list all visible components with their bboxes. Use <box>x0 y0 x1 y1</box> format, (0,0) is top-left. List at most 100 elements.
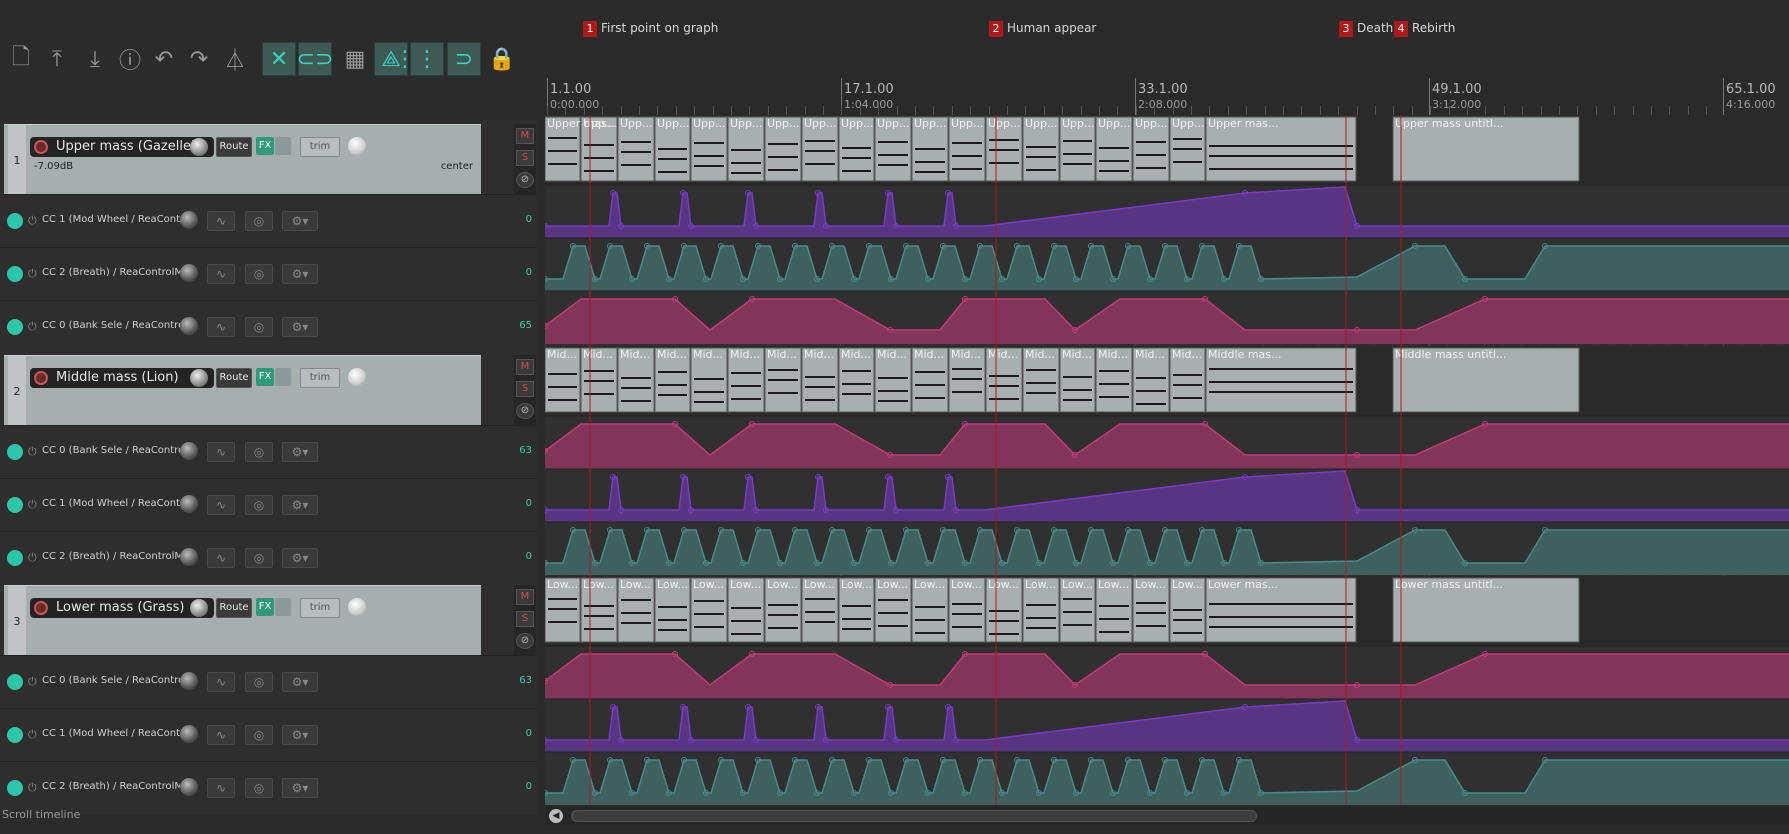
envelope-point[interactable] <box>1162 243 1168 249</box>
envelope-lane-header[interactable]: ⏻ CC 1 (Mod Wheel / ReaControlMIDI) ∿ ◎ … <box>0 478 537 532</box>
midi-item[interactable] <box>838 577 875 643</box>
midi-item-label[interactable]: Low... <box>804 578 835 591</box>
envelope-name[interactable]: CC 1 (Mod Wheel / ReaControlMIDI) <box>42 728 180 739</box>
track-header[interactable]: 3 Lower mass (Grass) Route FX trim <box>4 585 481 656</box>
envelope-active-icon[interactable] <box>7 266 23 282</box>
envelope-point[interactable] <box>545 790 548 796</box>
envelope-point[interactable] <box>1110 560 1116 566</box>
marker-label[interactable]: First point on graph <box>601 21 719 35</box>
envelope-point[interactable] <box>755 243 761 249</box>
envelope-point[interactable] <box>866 243 872 249</box>
envelope-point[interactable] <box>607 757 613 763</box>
midi-item[interactable] <box>874 577 912 643</box>
pan-knob[interactable] <box>348 598 366 616</box>
envelope-lane-header[interactable]: ⏻ CC 0 (Bank Sele / ReaControlMIDI ∿ ◎ ⚙… <box>0 425 537 479</box>
midi-item[interactable] <box>580 577 618 643</box>
midi-item-label[interactable]: Low... <box>730 578 761 591</box>
envelope-point[interactable] <box>925 560 931 566</box>
envelope-point[interactable] <box>962 560 968 566</box>
download-icon[interactable]: ⤓ <box>90 46 100 72</box>
midi-item[interactable] <box>727 577 765 643</box>
envelope-point[interactable] <box>680 704 686 710</box>
envelope-settings-icon[interactable]: ⚙▾ <box>282 672 318 692</box>
record-arm-icon[interactable] <box>34 371 48 385</box>
pan-knob[interactable] <box>348 368 366 386</box>
midi-item-label[interactable]: Mid... <box>1172 348 1202 361</box>
envelope-point[interactable] <box>681 243 687 249</box>
midi-item[interactable] <box>1205 347 1357 413</box>
envelope-point[interactable] <box>680 474 686 480</box>
mute-button[interactable]: M <box>516 589 534 605</box>
envelope-line[interactable] <box>545 529 1789 564</box>
midi-item[interactable] <box>617 577 655 643</box>
envelope-point[interactable] <box>680 190 686 196</box>
envelope-mode-icon[interactable]: ◎ <box>245 442 273 462</box>
envelope-bypass-icon[interactable]: ⏻ <box>28 214 37 227</box>
envelope-shape-icon[interactable]: ∿ <box>207 495 235 515</box>
envelope-point[interactable] <box>1199 243 1205 249</box>
envelope-point[interactable] <box>893 737 899 743</box>
envelope-point[interactable] <box>903 243 909 249</box>
marker-flag[interactable]: 1 <box>583 21 597 37</box>
envelope-line[interactable] <box>545 423 1789 456</box>
envelope-point[interactable] <box>753 223 759 229</box>
envelope-point[interactable] <box>888 790 894 796</box>
track-name[interactable]: Lower mass (Grass) <box>30 598 214 618</box>
midi-item-label[interactable]: Middle mas... <box>1208 348 1282 361</box>
midi-item[interactable] <box>911 577 949 643</box>
envelope-point[interactable] <box>962 276 968 282</box>
midi-item[interactable] <box>690 577 728 643</box>
midi-item[interactable] <box>1059 577 1096 643</box>
phase-button[interactable]: ⊘ <box>516 172 534 188</box>
envelope-point[interactable] <box>888 560 894 566</box>
envelope-point[interactable] <box>1412 757 1418 763</box>
midi-item-label[interactable]: Mid... <box>657 348 687 361</box>
midi-item-label[interactable]: Upp... <box>1098 117 1131 130</box>
envelope-active-icon[interactable] <box>7 780 23 796</box>
envelope-shape-icon[interactable]: ∿ <box>207 442 235 462</box>
midi-item-label[interactable]: Mid... <box>730 348 760 361</box>
envelope-point[interactable] <box>1354 682 1360 688</box>
envelope-point[interactable] <box>815 704 821 710</box>
route-button[interactable]: Route <box>216 137 252 157</box>
snap-icon[interactable]: ⊃ <box>447 42 481 76</box>
envelope-value-knob[interactable] <box>180 495 198 513</box>
envelope-point[interactable] <box>1462 276 1468 282</box>
midi-item-label[interactable]: Middle mass untitl... <box>1395 348 1506 361</box>
envelope-point[interactable] <box>1354 507 1360 513</box>
envelope-mode-icon[interactable]: ◎ <box>245 495 273 515</box>
envelope-point[interactable] <box>749 421 755 427</box>
track-number[interactable]: 1 <box>8 125 26 195</box>
envelope-point[interactable] <box>545 323 548 329</box>
envelope-point[interactable] <box>887 682 893 688</box>
envelope-name[interactable]: CC 1 (Mod Wheel / ReaControlMIDI) <box>42 214 180 225</box>
envelope-line[interactable] <box>545 653 1789 686</box>
envelope-point[interactable] <box>629 276 635 282</box>
midi-item-label[interactable]: Low... <box>951 578 982 591</box>
envelope-settings-icon[interactable]: ⚙▾ <box>282 442 318 462</box>
midi-item-label[interactable]: Upp... <box>914 117 947 130</box>
envelope-point[interactable] <box>644 757 650 763</box>
midi-item[interactable] <box>1059 347 1096 413</box>
track-header[interactable]: 1 Upper mass (Gazelle) Route FX trim -7.… <box>4 124 481 195</box>
trim-button[interactable]: trim <box>300 598 340 618</box>
envelope-point[interactable] <box>1088 527 1094 533</box>
envelope-point[interactable] <box>545 737 548 743</box>
midi-item-label[interactable]: Upp... <box>730 117 763 130</box>
envelope-bypass-icon[interactable]: ⏻ <box>28 445 37 458</box>
envelope-mode-icon[interactable]: ◎ <box>245 672 273 692</box>
envelope-shape-icon[interactable]: ∿ <box>207 548 235 568</box>
midi-item[interactable] <box>911 347 949 413</box>
trim-button[interactable]: trim <box>300 368 340 388</box>
envelope-point[interactable] <box>672 651 678 657</box>
envelope-point[interactable] <box>672 296 678 302</box>
envelope-point[interactable] <box>1542 243 1548 249</box>
envelope-point[interactable] <box>814 790 820 796</box>
volume-knob[interactable] <box>190 138 208 156</box>
envelope-point[interactable] <box>644 243 650 249</box>
envelope-point[interactable] <box>885 474 891 480</box>
envelope-point[interactable] <box>893 507 899 513</box>
envelope-active-icon[interactable] <box>7 319 23 335</box>
envelope-line[interactable] <box>545 759 1789 794</box>
track-number[interactable]: 3 <box>8 586 26 656</box>
